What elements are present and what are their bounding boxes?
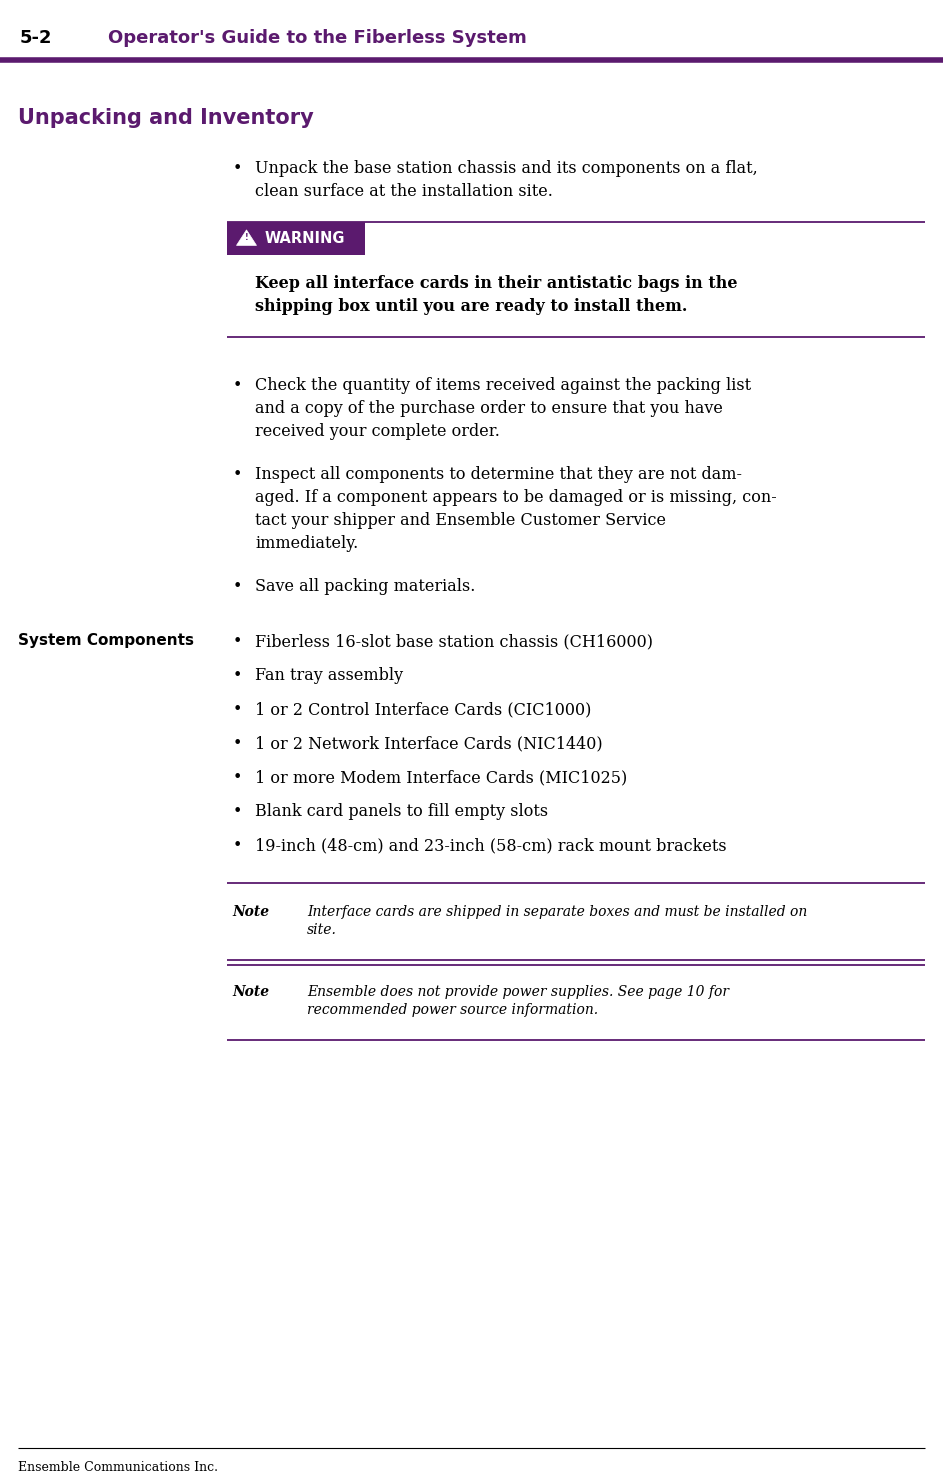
Text: •: • bbox=[233, 838, 242, 854]
Text: Note: Note bbox=[232, 986, 269, 999]
Text: •: • bbox=[233, 579, 242, 595]
Text: Unpacking and Inventory: Unpacking and Inventory bbox=[18, 108, 314, 127]
Text: •: • bbox=[233, 667, 242, 684]
Text: •: • bbox=[233, 633, 242, 650]
Text: 1 or more Modem Interface Cards (MIC1025): 1 or more Modem Interface Cards (MIC1025… bbox=[255, 770, 627, 786]
Polygon shape bbox=[237, 229, 256, 246]
Text: •: • bbox=[233, 377, 242, 394]
Text: Keep all interface cards in their antistatic bags in the
shipping box until you : Keep all interface cards in their antist… bbox=[255, 275, 737, 315]
Text: Save all packing materials.: Save all packing materials. bbox=[255, 579, 475, 595]
Text: 1 or 2 Network Interface Cards (NIC1440): 1 or 2 Network Interface Cards (NIC1440) bbox=[255, 736, 603, 752]
Text: Ensemble does not provide power supplies. See page 10 for
recommended power sour: Ensemble does not provide power supplies… bbox=[307, 986, 729, 1017]
Text: •: • bbox=[233, 702, 242, 718]
Text: •: • bbox=[233, 736, 242, 752]
Text: Fiberless 16-slot base station chassis (CH16000): Fiberless 16-slot base station chassis (… bbox=[255, 633, 653, 650]
Text: Unpack the base station chassis and its components on a flat,
clean surface at t: Unpack the base station chassis and its … bbox=[255, 160, 758, 200]
Text: Fan tray assembly: Fan tray assembly bbox=[255, 667, 403, 684]
Text: Operator's Guide to the Fiberless System: Operator's Guide to the Fiberless System bbox=[108, 30, 527, 47]
Text: •: • bbox=[233, 466, 242, 484]
Text: Inspect all components to determine that they are not dam-
aged. If a component : Inspect all components to determine that… bbox=[255, 466, 777, 552]
Text: Blank card panels to fill empty slots: Blank card panels to fill empty slots bbox=[255, 804, 548, 820]
Text: Note: Note bbox=[232, 904, 269, 919]
Text: Ensemble Communications Inc.: Ensemble Communications Inc. bbox=[18, 1461, 218, 1474]
Text: Interface cards are shipped in separate boxes and must be installed on
site.: Interface cards are shipped in separate … bbox=[307, 904, 807, 937]
Text: 5-2: 5-2 bbox=[20, 30, 53, 47]
Text: System Components: System Components bbox=[18, 633, 194, 648]
Text: •: • bbox=[233, 160, 242, 178]
FancyBboxPatch shape bbox=[227, 222, 365, 255]
Text: Check the quantity of items received against the packing list
and a copy of the : Check the quantity of items received aga… bbox=[255, 377, 752, 440]
Text: 1 or 2 Control Interface Cards (CIC1000): 1 or 2 Control Interface Cards (CIC1000) bbox=[255, 702, 591, 718]
Text: 19-inch (48-cm) and 23-inch (58-cm) rack mount brackets: 19-inch (48-cm) and 23-inch (58-cm) rack… bbox=[255, 838, 727, 854]
Text: !: ! bbox=[244, 234, 248, 243]
Text: •: • bbox=[233, 770, 242, 786]
Text: WARNING: WARNING bbox=[265, 231, 345, 246]
Text: •: • bbox=[233, 804, 242, 820]
